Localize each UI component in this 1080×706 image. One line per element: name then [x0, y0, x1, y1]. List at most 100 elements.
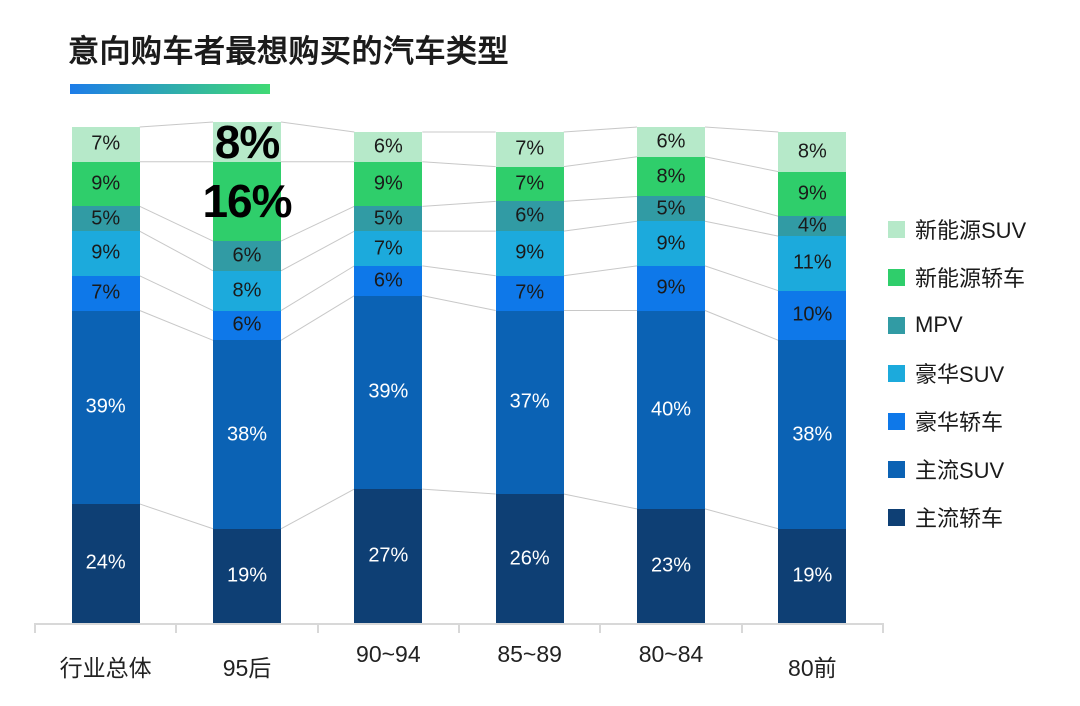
bar-segment: [778, 528, 847, 623]
bar-segment: [778, 131, 847, 172]
segment-value-label: 8%: [656, 165, 686, 188]
bar-segment: [71, 275, 140, 311]
segment-value-label: 8%: [232, 279, 262, 302]
legend-item: 豪华轿车: [888, 409, 1003, 435]
legend-label: 新能源SUV: [915, 218, 1027, 243]
connector-line: [280, 230, 355, 272]
segment-value-label: 5%: [91, 207, 121, 230]
category-label: 90~94: [356, 641, 421, 667]
legend-swatch: [888, 364, 905, 382]
segment-value-label: 9%: [91, 172, 121, 195]
category-label: 85~89: [497, 641, 562, 667]
x-axis-tick: [882, 623, 884, 633]
bar-segment: [71, 206, 140, 232]
bar-segment: [213, 161, 281, 242]
segment-value-label: 5%: [656, 197, 686, 220]
connector-line: [139, 310, 214, 341]
connector-line: [422, 295, 496, 312]
legend-item: 主流轿车: [888, 505, 1003, 531]
segment-value-label: 6%: [232, 244, 262, 267]
connector-line: [280, 488, 355, 530]
legend-swatch: [888, 460, 905, 478]
bar-segment: [778, 236, 847, 291]
legend-label: 豪华轿车: [915, 410, 1004, 435]
bar-segment: [637, 265, 705, 311]
segment-value-label: 6%: [232, 313, 262, 336]
connector-line: [422, 488, 496, 495]
connector-line: [139, 503, 214, 530]
bar-segment: [637, 310, 705, 509]
bar-segment: [495, 275, 564, 311]
connector-line: [139, 121, 214, 128]
bar-segment: [354, 489, 423, 623]
category-label: 行业总体: [59, 655, 152, 681]
segment-value-label: 7%: [515, 281, 545, 304]
legend-label: MPV: [915, 312, 963, 337]
connector-line: [563, 265, 638, 277]
segment-value-label: 8%: [797, 140, 827, 163]
legend-item: MPV: [888, 312, 963, 337]
x-axis-tick: [34, 623, 36, 633]
segment-value-label: 38%: [226, 423, 268, 446]
highlight-value-label: 16%: [202, 175, 292, 228]
connector-line: [704, 265, 779, 292]
connector-line: [280, 121, 355, 133]
connector-line: [704, 310, 779, 341]
bar-segment: [354, 231, 423, 266]
segment-value-label: 4%: [797, 214, 827, 237]
segment-value-label: 27%: [368, 544, 409, 567]
segment-value-label: 11%: [793, 251, 832, 274]
x-axis-tick: [740, 623, 743, 633]
x-axis-tick: [316, 623, 319, 633]
segment-value-label: 40%: [650, 398, 692, 421]
segment-value-label: 7%: [91, 281, 121, 304]
legend-swatch: [888, 508, 905, 526]
segment-value-label: 6%: [373, 269, 403, 292]
legend-item: 主流SUV: [888, 457, 1004, 483]
connector-line: [704, 156, 779, 173]
bar-segment: [778, 290, 847, 341]
connector-line: [563, 156, 638, 168]
legend-item: 新能源轿车: [888, 265, 1025, 291]
connector-line: [422, 161, 496, 168]
connector-line: [139, 205, 214, 242]
bar-segment: [495, 494, 564, 623]
legend-swatch: [888, 412, 905, 430]
connector-line: [563, 220, 638, 232]
bar-segment: [213, 122, 281, 162]
segment-value-label: 9%: [797, 182, 827, 205]
legend-label: 豪华SUV: [915, 362, 1005, 387]
segment-value-label: 6%: [656, 130, 686, 153]
x-axis-tick: [458, 623, 460, 633]
segment-value-label: 6%: [515, 204, 545, 227]
bar-segment: [778, 171, 847, 217]
legend-label: 主流SUV: [915, 458, 1005, 483]
category-label: 95后: [222, 655, 272, 681]
connector-line: [280, 295, 355, 341]
bar-segment: [213, 241, 281, 271]
legend-swatch: [888, 268, 905, 286]
bar-segment: [213, 270, 281, 311]
segment-value-label: 24%: [85, 551, 126, 574]
legend-swatch: [888, 316, 905, 334]
bar-segment: [213, 310, 281, 341]
bar-segment: [71, 231, 140, 276]
bar-segment: [637, 508, 705, 623]
bar-segment: [778, 216, 847, 237]
page-title: 意向购车者最想购买的汽车类型: [68, 34, 509, 69]
connector-line: [139, 275, 214, 311]
bar-segment: [71, 310, 140, 504]
segment-value-label: 26%: [509, 547, 550, 570]
bar-segment: [637, 156, 705, 197]
bar-segment: [71, 161, 140, 207]
bar-segment: [354, 265, 423, 296]
connector-line: [280, 265, 355, 311]
bar-segment: [637, 127, 705, 157]
connector-line: [704, 508, 779, 530]
bar-segment: [354, 131, 423, 162]
x-axis-tick: [599, 623, 602, 633]
segment-value-label: 7%: [91, 132, 121, 155]
